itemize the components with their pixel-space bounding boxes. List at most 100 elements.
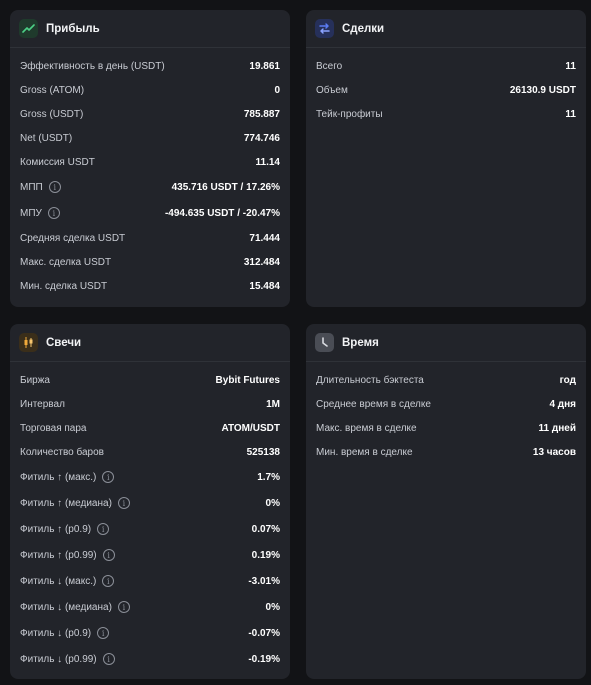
info-icon[interactable]: i [47, 207, 60, 219]
info-icon[interactable]: i [102, 575, 115, 587]
profit-card-title: Прибыль [46, 22, 100, 35]
row-value: -3.01% [248, 575, 280, 587]
row-label: Gross (ATOM) [20, 84, 85, 96]
profit-card: Прибыль Эффективность в день (USDT) 19.86… [10, 10, 290, 307]
time-rows: Длительность бэктеста год Среднее время в… [306, 362, 586, 464]
profit-card-header: Прибыль [10, 10, 290, 48]
candles-card-title: Свечи [46, 336, 82, 349]
info-icon[interactable]: i [102, 471, 115, 483]
row-value: 19.861 [249, 60, 280, 72]
row-value: 525138 [246, 446, 280, 458]
row-label: Среднее время в сделке [316, 398, 431, 410]
row-label: Тейк-профиты [316, 108, 383, 120]
row-value: год [559, 374, 576, 386]
candles-row: Торговая пара ATOM/USDT [10, 416, 290, 440]
profit-row: Средняя сделка USDT 71.444 [10, 226, 290, 250]
row-label: Биржа [20, 374, 50, 386]
row-value: -494.635 USDT / -20.47% [164, 207, 280, 219]
time-row: Среднее время в сделке 4 дня [306, 392, 586, 416]
time-card-header: Время [306, 324, 586, 362]
row-label: Фитиль ↑ (p0.99) [20, 549, 97, 561]
row-value: 1.7% [257, 471, 280, 483]
profit-row: Макс. сделка USDT 312.484 [10, 250, 290, 274]
row-value: 11 [565, 60, 576, 72]
row-label: Мин. время в сделке [316, 446, 413, 458]
row-value: 1M [266, 398, 280, 410]
time-row: Мин. время в сделке 13 часов [306, 440, 586, 464]
row-label: МПУ [20, 207, 42, 219]
row-label: Мин. сделка USDT [20, 280, 108, 292]
row-value: 71.444 [249, 232, 280, 244]
row-value: 13 часов [532, 446, 576, 458]
row-label: Макс. сделка USDT [20, 256, 112, 268]
row-label: Средняя сделка USDT [20, 232, 126, 244]
row-value: 4 дня [549, 398, 576, 410]
info-icon[interactable]: i [117, 497, 130, 509]
candles-row: Фитиль ↓ (медиана) i 0% [10, 594, 290, 620]
row-value: 11 [565, 108, 576, 120]
row-label: Фитиль ↓ (p0.9) [20, 627, 92, 639]
row-label: Макс. время в сделке [316, 422, 417, 434]
candles-rows: Биржа Bybit Futures Интервал 1M Торговая п… [10, 362, 290, 672]
candles-row: Фитиль ↓ (макс.) i -3.01% [10, 568, 290, 594]
row-label: Gross (USDT) [20, 108, 84, 120]
row-label: Всего [316, 60, 343, 72]
row-value: -0.19% [248, 653, 280, 665]
row-label: Фитиль ↓ (p0.99) [20, 653, 97, 665]
row-label: Фитиль ↑ (медиана) [20, 497, 112, 509]
row-label: Эффективность в день (USDT) [20, 60, 165, 72]
candles-row: Фитиль ↑ (p0.9) i 0.07% [10, 516, 290, 542]
row-value: Bybit Futures [215, 374, 280, 386]
candles-row: Фитиль ↑ (p0.99) i 0.19% [10, 542, 290, 568]
row-value: 0% [265, 497, 280, 509]
row-value: 26130.9 USDT [509, 84, 576, 96]
row-label: Торговая пара [20, 422, 87, 434]
deals-card-header: Сделки [306, 10, 586, 48]
time-card-title: Время [342, 336, 379, 349]
deals-row: Тейк-профиты 11 [306, 102, 586, 126]
row-value: 0% [265, 601, 280, 613]
deals-card-title: Сделки [342, 22, 385, 35]
row-value: 0 [274, 84, 280, 96]
profit-row: Gross (USDT) 785.887 [10, 102, 290, 126]
row-label: Количество баров [20, 446, 104, 458]
profit-row: Мин. сделка USDT 15.484 [10, 274, 290, 298]
info-icon[interactable]: i [102, 653, 115, 665]
profit-row: Net (USDT) 774.746 [10, 126, 290, 150]
row-value: ATOM/USDT [221, 422, 280, 434]
row-label: Комиссия USDT [20, 156, 95, 168]
row-value: -0.07% [248, 627, 280, 639]
info-icon[interactable]: i [117, 601, 130, 613]
info-icon[interactable]: i [97, 627, 110, 639]
row-label: Net (USDT) [20, 132, 73, 144]
deals-row: Объем 26130.9 USDT [306, 78, 586, 102]
deals-rows: Всего 11 Объем 26130.9 USDT Тейк-профиты 11 [306, 48, 586, 126]
profit-row: Комиссия USDT 11.14 [10, 150, 290, 174]
info-icon[interactable]: i [97, 523, 110, 535]
deals-row: Всего 11 [306, 54, 586, 78]
row-label: МПП [20, 181, 43, 193]
candles-row: Фитиль ↓ (p0.99) i -0.19% [10, 646, 290, 672]
row-value: 15.484 [249, 280, 280, 292]
row-value: 11.14 [255, 156, 280, 168]
time-row: Макс. время в сделке 11 дней [306, 416, 586, 440]
row-label: Фитиль ↓ (медиана) [20, 601, 112, 613]
row-value: 0.19% [251, 549, 280, 561]
candles-row: Фитиль ↓ (p0.9) i -0.07% [10, 620, 290, 646]
info-icon[interactable]: i [48, 181, 61, 193]
profit-row: МПУ i -494.635 USDT / -20.47% [10, 200, 290, 226]
candles-card-header: Свечи [10, 324, 290, 362]
row-value: 312.484 [243, 256, 280, 268]
row-value: 11 дней [538, 422, 576, 434]
deals-card: Сделки Всего 11 Объем 26130.9 USDT Тейк-пр… [306, 10, 586, 307]
candles-row: Количество баров 525138 [10, 440, 290, 464]
row-value: 0.07% [251, 523, 280, 535]
row-label: Фитиль ↓ (макс.) [20, 575, 97, 587]
info-icon[interactable]: i [102, 549, 115, 561]
candles-icon [19, 333, 38, 352]
candles-row: Биржа Bybit Futures [10, 368, 290, 392]
arrows-exchange-icon [315, 19, 334, 38]
candles-row: Интервал 1M [10, 392, 290, 416]
row-label: Интервал [20, 398, 65, 410]
profit-rows: Эффективность в день (USDT) 19.861 Gross … [10, 48, 290, 298]
